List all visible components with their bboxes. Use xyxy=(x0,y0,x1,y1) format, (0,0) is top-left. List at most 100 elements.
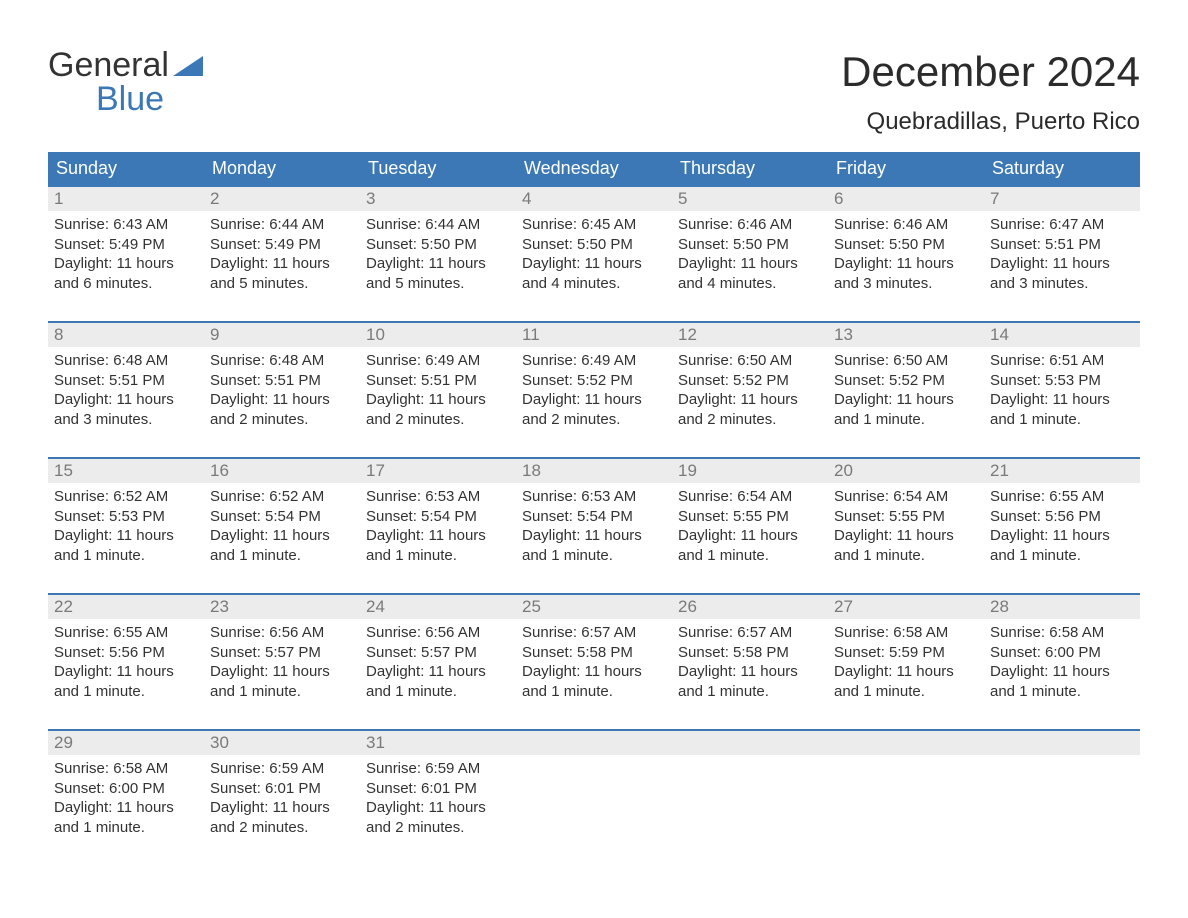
day-details: Sunrise: 6:47 AMSunset: 5:51 PMDaylight:… xyxy=(984,211,1140,293)
day-details: Sunrise: 6:58 AMSunset: 6:00 PMDaylight:… xyxy=(984,619,1140,701)
sunset-text: Sunset: 5:56 PM xyxy=(990,507,1134,527)
sunset-text: Sunset: 5:57 PM xyxy=(210,643,354,663)
sunrise-text: Sunrise: 6:50 AM xyxy=(834,351,978,371)
day-details: Sunrise: 6:48 AMSunset: 5:51 PMDaylight:… xyxy=(204,347,360,429)
daylight-text: Daylight: 11 hours and 2 minutes. xyxy=(678,390,822,429)
calendar-day-cell: 28Sunrise: 6:58 AMSunset: 6:00 PMDayligh… xyxy=(984,593,1140,729)
sunrise-text: Sunrise: 6:50 AM xyxy=(678,351,822,371)
day-number: 18 xyxy=(516,457,672,483)
day-details: Sunrise: 6:55 AMSunset: 5:56 PMDaylight:… xyxy=(48,619,204,701)
calendar-day-cell: 5Sunrise: 6:46 AMSunset: 5:50 PMDaylight… xyxy=(672,185,828,321)
logo-triangle-icon xyxy=(173,54,203,76)
day-details: Sunrise: 6:49 AMSunset: 5:52 PMDaylight:… xyxy=(516,347,672,429)
sunset-text: Sunset: 5:52 PM xyxy=(678,371,822,391)
calendar-day-cell: 30Sunrise: 6:59 AMSunset: 6:01 PMDayligh… xyxy=(204,729,360,865)
calendar-day-cell: 6Sunrise: 6:46 AMSunset: 5:50 PMDaylight… xyxy=(828,185,984,321)
sunset-text: Sunset: 6:01 PM xyxy=(210,779,354,799)
day-number: 19 xyxy=(672,457,828,483)
day-number: 6 xyxy=(828,185,984,211)
sunset-text: Sunset: 5:58 PM xyxy=(522,643,666,663)
day-number: 23 xyxy=(204,593,360,619)
daylight-text: Daylight: 11 hours and 1 minute. xyxy=(522,662,666,701)
calendar-table: Sunday Monday Tuesday Wednesday Thursday… xyxy=(48,152,1140,865)
weekday-header: Thursday xyxy=(672,152,828,185)
daylight-text: Daylight: 11 hours and 1 minute. xyxy=(366,662,510,701)
sunset-text: Sunset: 5:53 PM xyxy=(990,371,1134,391)
calendar-day-cell: 14Sunrise: 6:51 AMSunset: 5:53 PMDayligh… xyxy=(984,321,1140,457)
sunrise-text: Sunrise: 6:58 AM xyxy=(990,623,1134,643)
daylight-text: Daylight: 11 hours and 2 minutes. xyxy=(210,390,354,429)
daylight-text: Daylight: 11 hours and 1 minute. xyxy=(366,526,510,565)
calendar-day-cell xyxy=(516,729,672,865)
calendar-day-cell: 19Sunrise: 6:54 AMSunset: 5:55 PMDayligh… xyxy=(672,457,828,593)
logo: General Blue xyxy=(48,48,203,116)
day-number: 25 xyxy=(516,593,672,619)
sunrise-text: Sunrise: 6:44 AM xyxy=(366,215,510,235)
sunset-text: Sunset: 6:00 PM xyxy=(54,779,198,799)
weekday-header: Tuesday xyxy=(360,152,516,185)
sunset-text: Sunset: 5:50 PM xyxy=(366,235,510,255)
sunrise-text: Sunrise: 6:51 AM xyxy=(990,351,1134,371)
weekday-header-row: Sunday Monday Tuesday Wednesday Thursday… xyxy=(48,152,1140,185)
sunset-text: Sunset: 5:52 PM xyxy=(522,371,666,391)
sunrise-text: Sunrise: 6:48 AM xyxy=(54,351,198,371)
daylight-text: Daylight: 11 hours and 1 minute. xyxy=(54,526,198,565)
month-title: December 2024 xyxy=(841,48,1140,96)
calendar-page: General Blue December 2024 Quebradillas,… xyxy=(0,0,1188,918)
daylight-text: Daylight: 11 hours and 2 minutes. xyxy=(210,798,354,837)
sunrise-text: Sunrise: 6:54 AM xyxy=(834,487,978,507)
daylight-text: Daylight: 11 hours and 3 minutes. xyxy=(54,390,198,429)
sunrise-text: Sunrise: 6:48 AM xyxy=(210,351,354,371)
sunset-text: Sunset: 5:57 PM xyxy=(366,643,510,663)
calendar-day-cell: 12 Sunrise: 6:50 AMSunset: 5:52 PMDayligh… xyxy=(672,321,828,457)
sunrise-text: Sunrise: 6:47 AM xyxy=(990,215,1134,235)
calendar-day-cell xyxy=(672,729,828,865)
weekday-header: Saturday xyxy=(984,152,1140,185)
day-number xyxy=(516,729,672,755)
daylight-text: Daylight: 11 hours and 3 minutes. xyxy=(990,254,1134,293)
daylight-text: Daylight: 11 hours and 1 minute. xyxy=(678,662,822,701)
day-number: 4 xyxy=(516,185,672,211)
day-details: Sunrise: 6:44 AMSunset: 5:50 PMDaylight:… xyxy=(360,211,516,293)
daylight-text: Daylight: 11 hours and 2 minutes. xyxy=(366,798,510,837)
location-title: Quebradillas, Puerto Rico xyxy=(841,108,1140,136)
sunrise-text: Sunrise: 6:49 AM xyxy=(366,351,510,371)
daylight-text: Daylight: 11 hours and 3 minutes. xyxy=(834,254,978,293)
day-details: Sunrise: 6:46 AMSunset: 5:50 PMDaylight:… xyxy=(828,211,984,293)
day-number xyxy=(984,729,1140,755)
day-details: Sunrise: 6:54 AMSunset: 5:55 PMDaylight:… xyxy=(672,483,828,565)
sunrise-text: Sunrise: 6:52 AM xyxy=(210,487,354,507)
calendar-day-cell: 3Sunrise: 6:44 AMSunset: 5:50 PMDaylight… xyxy=(360,185,516,321)
calendar-day-cell: 22Sunrise: 6:55 AMSunset: 5:56 PMDayligh… xyxy=(48,593,204,729)
calendar-day-cell: 27Sunrise: 6:58 AMSunset: 5:59 PMDayligh… xyxy=(828,593,984,729)
day-number: 11 xyxy=(516,321,672,347)
sunset-text: Sunset: 6:00 PM xyxy=(990,643,1134,663)
sunset-text: Sunset: 5:50 PM xyxy=(834,235,978,255)
day-details: Sunrise: 6:45 AMSunset: 5:50 PMDaylight:… xyxy=(516,211,672,293)
daylight-text: Daylight: 11 hours and 4 minutes. xyxy=(678,254,822,293)
daylight-text: Daylight: 11 hours and 1 minute. xyxy=(210,662,354,701)
day-number: 15 xyxy=(48,457,204,483)
sunrise-text: Sunrise: 6:53 AM xyxy=(366,487,510,507)
sunrise-text: Sunrise: 6:43 AM xyxy=(54,215,198,235)
sunrise-text: Sunrise: 6:52 AM xyxy=(54,487,198,507)
calendar-day-cell: 23Sunrise: 6:56 AMSunset: 5:57 PMDayligh… xyxy=(204,593,360,729)
day-details: Sunrise: 6:53 AMSunset: 5:54 PMDaylight:… xyxy=(360,483,516,565)
day-number: 20 xyxy=(828,457,984,483)
sunset-text: Sunset: 5:50 PM xyxy=(678,235,822,255)
sunrise-text: Sunrise: 6:55 AM xyxy=(54,623,198,643)
day-number: 26 xyxy=(672,593,828,619)
sunset-text: Sunset: 5:51 PM xyxy=(210,371,354,391)
sunrise-text: Sunrise: 6:57 AM xyxy=(522,623,666,643)
day-number: 27 xyxy=(828,593,984,619)
day-details: Sunrise: 6:52 AMSunset: 5:54 PMDaylight:… xyxy=(204,483,360,565)
daylight-text: Daylight: 11 hours and 4 minutes. xyxy=(522,254,666,293)
day-number: 14 xyxy=(984,321,1140,347)
daylight-text: Daylight: 11 hours and 6 minutes. xyxy=(54,254,198,293)
day-number: 12 xyxy=(672,321,828,347)
day-number: 31 xyxy=(360,729,516,755)
daylight-text: Daylight: 11 hours and 5 minutes. xyxy=(366,254,510,293)
sunrise-text: Sunrise: 6:59 AM xyxy=(366,759,510,779)
calendar-day-cell xyxy=(828,729,984,865)
header: General Blue December 2024 Quebradillas,… xyxy=(48,48,1140,136)
